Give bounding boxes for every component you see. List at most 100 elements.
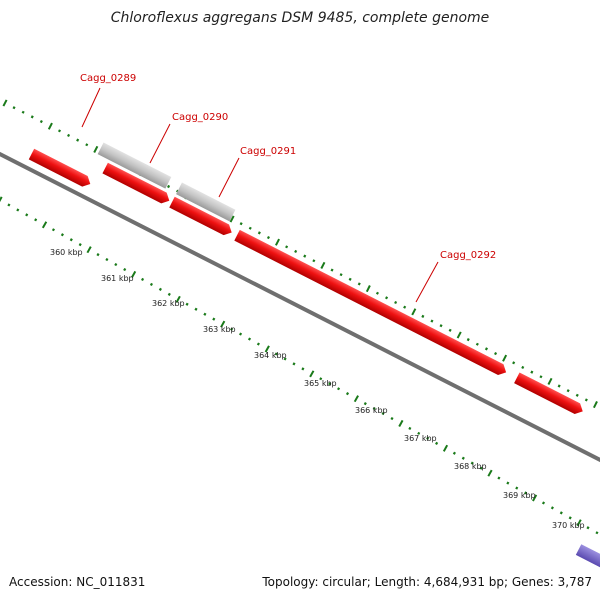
minor-tick xyxy=(258,343,259,345)
minor-tick xyxy=(26,214,27,216)
minor-tick xyxy=(587,527,588,529)
minor-tick xyxy=(507,482,508,484)
minor-tick xyxy=(295,250,296,252)
topology-text: Topology: circular; Length: 4,684,931 bp… xyxy=(261,575,592,589)
outer-tick-track xyxy=(3,100,600,410)
minor-tick xyxy=(142,278,143,280)
gene-red-5[interactable] xyxy=(514,372,585,416)
kbp-label: 369 kbp xyxy=(503,491,536,500)
minor-tick xyxy=(151,283,152,285)
minor-tick xyxy=(250,227,251,229)
minor-tick xyxy=(365,403,366,405)
minor-tick xyxy=(62,234,63,236)
minor-tick xyxy=(204,313,205,315)
major-tick xyxy=(276,239,279,245)
minor-tick xyxy=(302,368,303,370)
minor-tick xyxy=(409,427,410,429)
gene-cagg_0289-lower[interactable] xyxy=(0,105,2,153)
major-tick xyxy=(3,100,6,106)
genome-title: Chloroflexus aggregans DSM 9485, complet… xyxy=(111,10,490,26)
major-tick xyxy=(594,401,597,407)
gene-label-cagg_0289[interactable]: Cagg_0289 xyxy=(80,73,136,84)
minor-tick xyxy=(53,229,54,231)
minor-tick xyxy=(341,274,342,276)
minor-tick xyxy=(77,139,78,141)
major-tick xyxy=(49,123,52,129)
minor-tick xyxy=(259,232,260,234)
minor-tick xyxy=(347,393,348,395)
minor-tick xyxy=(513,362,514,364)
major-tick xyxy=(444,445,447,451)
genome-backbone xyxy=(0,149,600,465)
kbp-label: 362 kbp xyxy=(152,299,185,308)
minor-tick xyxy=(59,130,60,132)
gene-label-cagg_0291[interactable]: Cagg_0291 xyxy=(240,146,296,157)
gene-label-cagg_0292[interactable]: Cagg_0292 xyxy=(440,250,496,261)
minor-tick xyxy=(422,315,423,317)
minor-tick xyxy=(168,185,169,187)
minor-tick xyxy=(454,452,455,454)
minor-tick xyxy=(596,532,597,534)
minor-tick xyxy=(386,297,387,299)
minor-tick xyxy=(522,366,523,368)
minor-tick xyxy=(543,502,544,504)
minor-tick xyxy=(240,333,241,335)
inner-tick-track xyxy=(0,197,600,539)
minor-tick xyxy=(169,293,170,295)
kbp-label: 368 kbp xyxy=(454,462,487,471)
major-tick xyxy=(87,247,90,253)
minor-tick xyxy=(160,288,161,290)
major-tick xyxy=(503,355,506,361)
minor-tick xyxy=(268,237,269,239)
minor-tick xyxy=(516,487,517,489)
minor-tick xyxy=(498,477,499,479)
major-tick xyxy=(412,309,415,315)
minor-tick xyxy=(441,325,442,327)
accession-text: Accession: NC_011831 xyxy=(9,575,145,589)
minor-tick xyxy=(115,264,116,266)
minor-tick xyxy=(463,457,464,459)
major-tick xyxy=(321,262,324,268)
minor-tick xyxy=(431,320,432,322)
kbp-label: 366 kbp xyxy=(355,406,388,415)
minor-tick xyxy=(35,219,36,221)
major-tick xyxy=(310,371,313,377)
kbp-label: 370 kbp xyxy=(552,521,585,530)
gene-label-cagg_0290[interactable]: Cagg_0290 xyxy=(172,112,228,123)
major-tick xyxy=(548,378,551,384)
minor-tick xyxy=(23,111,24,113)
minor-tick xyxy=(68,134,69,136)
minor-tick xyxy=(32,116,33,118)
kbp-label: 364 kbp xyxy=(254,351,287,360)
minor-tick xyxy=(568,390,569,392)
minor-tick xyxy=(286,246,287,248)
minor-tick xyxy=(14,107,15,109)
minor-tick xyxy=(332,269,333,271)
minor-tick xyxy=(450,329,451,331)
minor-tick xyxy=(404,306,405,308)
major-tick xyxy=(43,222,47,228)
minor-tick xyxy=(477,343,478,345)
kbp-label: 361 kbp xyxy=(101,274,134,283)
minor-tick xyxy=(586,399,587,401)
minor-tick xyxy=(187,303,188,305)
minor-tick xyxy=(495,353,496,355)
minor-tick xyxy=(293,363,294,365)
minor-tick xyxy=(395,301,396,303)
minor-tick xyxy=(391,418,392,420)
minor-tick xyxy=(241,223,242,225)
minor-tick xyxy=(124,269,125,271)
minor-tick xyxy=(577,394,578,396)
minor-tick xyxy=(106,259,107,261)
kbp-labels: 360 kbp 361 kbp 362 kbp 363 kbp 364 kbp … xyxy=(50,248,585,530)
minor-tick xyxy=(17,209,18,211)
minor-tick xyxy=(561,512,562,514)
gene-blue[interactable] xyxy=(576,544,600,571)
major-tick xyxy=(355,396,358,402)
major-tick xyxy=(367,286,370,292)
minor-tick xyxy=(540,376,541,378)
minor-tick xyxy=(552,507,553,509)
minor-tick xyxy=(359,283,360,285)
minor-tick xyxy=(213,318,214,320)
